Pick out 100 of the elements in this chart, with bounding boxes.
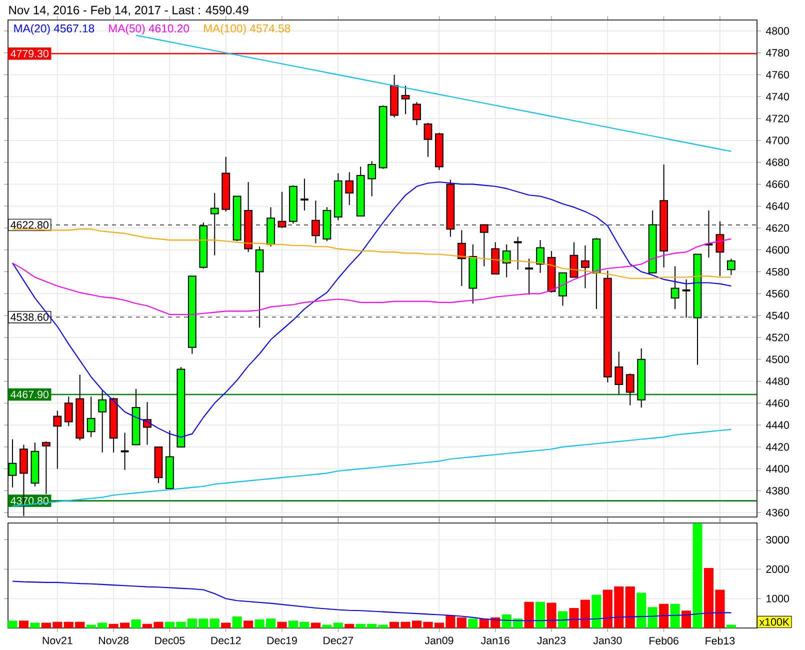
candlestick bbox=[558, 272, 567, 306]
bar bbox=[390, 622, 400, 628]
y-tick-label: 4560 bbox=[766, 290, 790, 298]
ref-line-label: 4779.30 bbox=[10, 50, 48, 58]
bar bbox=[681, 610, 692, 628]
bar bbox=[322, 624, 332, 628]
candlestick bbox=[64, 396, 73, 427]
bar bbox=[468, 618, 478, 628]
y-tick-label: 4740 bbox=[766, 92, 790, 100]
candlestick bbox=[570, 242, 578, 278]
bar bbox=[580, 600, 590, 628]
y-axis-title: x100K bbox=[759, 618, 790, 626]
text: MA(100) 4574.58 bbox=[204, 24, 290, 35]
x-tick-label: Jan30 bbox=[593, 636, 622, 644]
ref-line-label: 4467.90 bbox=[10, 390, 48, 398]
candlestick bbox=[53, 410, 62, 470]
y-tick-label: 4500 bbox=[766, 356, 790, 364]
candlestick bbox=[412, 102, 421, 126]
bar bbox=[8, 620, 18, 628]
bar bbox=[670, 604, 680, 628]
bar bbox=[726, 624, 736, 628]
x-tick-label: Jan09 bbox=[424, 636, 454, 644]
bar bbox=[333, 622, 343, 628]
bar bbox=[344, 624, 354, 628]
x-tick-label: Jan16 bbox=[481, 636, 510, 644]
x-tick-label: Nov21 bbox=[42, 636, 72, 644]
bar bbox=[244, 620, 254, 628]
y-tick-label: 4760 bbox=[766, 70, 790, 79]
bar bbox=[659, 604, 669, 628]
candlestick bbox=[86, 396, 96, 438]
bar bbox=[558, 611, 568, 628]
candlestick bbox=[278, 191, 286, 228]
ref-line-label: 4370.80 bbox=[10, 497, 48, 505]
text: MA(20) 4567.18 bbox=[14, 24, 94, 35]
candlestick bbox=[98, 390, 107, 453]
candlestick bbox=[401, 85, 410, 115]
bar bbox=[277, 622, 287, 628]
bar bbox=[636, 592, 646, 628]
x-tick-label: Dec27 bbox=[324, 636, 354, 644]
candlestick bbox=[120, 432, 130, 470]
y-tick-label: 4700 bbox=[766, 136, 790, 144]
bar bbox=[456, 617, 466, 628]
bar bbox=[131, 619, 141, 628]
y-tick-label: 4780 bbox=[766, 49, 790, 57]
y-tick-label: 4460 bbox=[766, 399, 790, 407]
bar bbox=[524, 602, 534, 628]
bar bbox=[692, 523, 702, 628]
y-tick-label: 4360 bbox=[766, 508, 790, 516]
candlestick bbox=[502, 244, 511, 278]
y-tick-label: 4480 bbox=[766, 377, 790, 386]
y-tick-label: 4600 bbox=[766, 246, 790, 254]
x-tick-label: Feb13 bbox=[706, 636, 735, 645]
candlestick bbox=[524, 258, 534, 296]
y-tick-label: 4680 bbox=[766, 158, 790, 166]
y-tick-label: 4380 bbox=[766, 486, 790, 494]
candlestick bbox=[311, 200, 320, 244]
x-tick-label: Nov28 bbox=[99, 636, 128, 644]
bar bbox=[232, 616, 242, 628]
y-tick-label: 2000 bbox=[766, 565, 790, 573]
y-tick-label: 4580 bbox=[766, 268, 790, 276]
x-tick-label: Jan23 bbox=[537, 636, 566, 644]
candlestick bbox=[726, 258, 736, 276]
candlestick bbox=[626, 373, 634, 406]
candlestick bbox=[670, 266, 680, 310]
y-tick-label: 4540 bbox=[766, 312, 790, 320]
bar bbox=[18, 620, 28, 628]
bar bbox=[569, 608, 579, 628]
text: MA(50) 4610.20 bbox=[109, 24, 190, 35]
candlestick bbox=[457, 230, 466, 287]
candlestick bbox=[614, 351, 624, 395]
y-tick-label: 4800 bbox=[766, 27, 790, 35]
bar bbox=[30, 622, 40, 628]
y-tick-label: 3000 bbox=[766, 536, 790, 544]
bar bbox=[378, 624, 388, 628]
y-tick-label: 1000 bbox=[766, 594, 790, 602]
y-tick-label: 4400 bbox=[766, 465, 790, 473]
x-tick-label: Dec05 bbox=[155, 636, 185, 644]
candlestick bbox=[210, 192, 219, 256]
bar bbox=[221, 622, 231, 628]
bar bbox=[546, 602, 556, 628]
y-tick-label: 4660 bbox=[766, 180, 790, 188]
candlestick bbox=[681, 278, 692, 318]
bar bbox=[536, 602, 546, 628]
bar bbox=[625, 586, 635, 628]
candlestick bbox=[536, 240, 544, 274]
bar bbox=[648, 607, 658, 628]
candlestick bbox=[300, 178, 310, 211]
y-tick-label: 4720 bbox=[766, 114, 790, 122]
candlestick bbox=[345, 172, 354, 206]
x-tick-label: Dec19 bbox=[267, 636, 297, 644]
candlestick bbox=[368, 160, 376, 197]
y-tick-label: 4440 bbox=[766, 421, 790, 429]
candlestick bbox=[512, 236, 523, 270]
candlestick bbox=[424, 122, 432, 158]
candlestick bbox=[716, 220, 724, 277]
y-tick-label: 4420 bbox=[766, 443, 790, 451]
bar bbox=[592, 594, 602, 628]
y-tick-label: 4520 bbox=[766, 334, 790, 342]
candlestick bbox=[255, 246, 264, 328]
bar bbox=[210, 618, 220, 628]
